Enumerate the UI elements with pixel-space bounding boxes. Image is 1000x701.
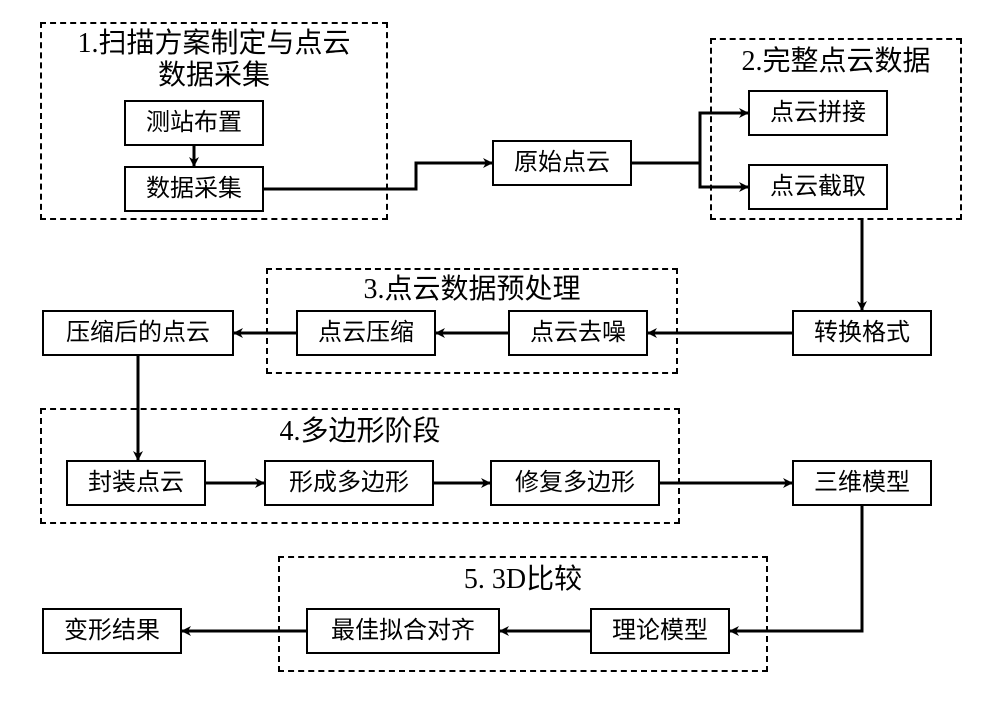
node-bestfit: 最佳拟合对齐: [306, 608, 500, 654]
node-format-label: 转换格式: [814, 319, 910, 348]
node-crop-label: 点云截取: [770, 173, 866, 202]
node-fixpoly-label: 修复多边形: [515, 469, 635, 498]
node-station: 测站布置: [124, 100, 264, 146]
group-5-title: 5. 3D比较: [280, 564, 766, 596]
node-3dmodel-label: 三维模型: [814, 469, 910, 498]
node-station-label: 测站布置: [146, 109, 242, 138]
node-stitch-label: 点云拼接: [770, 99, 866, 128]
node-crop: 点云截取: [748, 164, 888, 210]
node-theory: 理论模型: [590, 608, 730, 654]
group-2-title: 2.完整点云数据: [712, 46, 960, 78]
node-collect: 数据采集: [124, 166, 264, 212]
node-theory-label: 理论模型: [612, 617, 708, 646]
node-compress: 点云压缩: [296, 310, 436, 356]
node-denoise: 点云去噪: [508, 310, 648, 356]
node-rawpc-label: 原始点云: [514, 149, 610, 178]
node-format: 转换格式: [792, 310, 932, 356]
node-compressed: 压缩后的点云: [42, 310, 234, 356]
node-rawpc: 原始点云: [492, 140, 632, 186]
node-stitch: 点云拼接: [748, 90, 888, 136]
node-3dmodel: 三维模型: [792, 460, 932, 506]
node-compressed-label: 压缩后的点云: [66, 319, 210, 348]
node-wrap: 封装点云: [66, 460, 206, 506]
node-collect-label: 数据采集: [146, 175, 242, 204]
group-4-title: 4.多边形阶段: [42, 416, 678, 448]
group-1-title: 1.扫描方案制定与点云 数据采集: [42, 28, 386, 92]
node-result: 变形结果: [42, 608, 182, 654]
node-bestfit-label: 最佳拟合对齐: [331, 617, 475, 646]
group-3-title: 3.点云数据预处理: [268, 274, 676, 306]
node-compress-label: 点云压缩: [318, 319, 414, 348]
node-wrap-label: 封装点云: [88, 469, 184, 498]
node-denoise-label: 点云去噪: [530, 319, 626, 348]
node-fixpoly: 修复多边形: [490, 460, 660, 506]
node-formpoly: 形成多边形: [264, 460, 434, 506]
node-result-label: 变形结果: [64, 617, 160, 646]
node-formpoly-label: 形成多边形: [289, 469, 409, 498]
